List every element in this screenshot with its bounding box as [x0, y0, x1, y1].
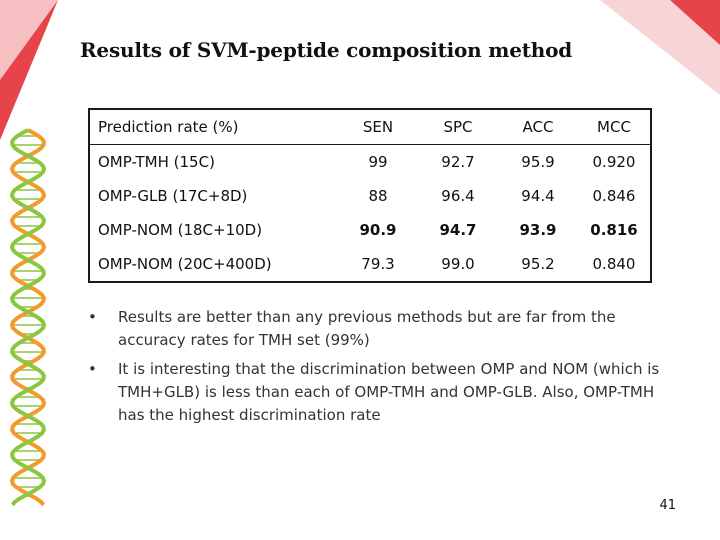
cell-sen: 99	[368, 153, 388, 171]
cell-sen: 90.9	[359, 221, 397, 239]
cell-mcc: 0.920	[592, 153, 636, 171]
cell-acc: 94.4	[521, 187, 555, 205]
bullet-list: • Results are better than any previous m…	[88, 306, 678, 433]
page-number: 41	[659, 498, 676, 513]
bullet-item: • It is interesting that the discriminat…	[88, 358, 678, 427]
header-acc: ACC	[498, 109, 578, 145]
top-left-pink-triangle	[0, 0, 58, 80]
bullet-marker: •	[88, 360, 97, 378]
row-label: OMP-NOM (18C+10D)	[98, 221, 263, 239]
table-row: OMP-NOM (20C+400D) 79.3 99.0 95.2 0.840	[89, 247, 651, 282]
cell-acc: 93.9	[519, 221, 557, 239]
helix-strand	[9, 128, 47, 507]
bullet-item: • Results are better than any previous m…	[88, 306, 678, 352]
cell-spc: 96.4	[441, 187, 475, 205]
cell-acc: 95.9	[521, 153, 555, 171]
table-header-row: Prediction rate (%) SEN SPC ACC MCC	[89, 109, 651, 145]
header-mcc: MCC	[578, 109, 651, 145]
header-prediction-rate: Prediction rate (%)	[89, 109, 338, 145]
header-sen: SEN	[338, 109, 418, 145]
cell-acc: 95.2	[521, 255, 555, 273]
cell-mcc: 0.816	[590, 221, 638, 239]
row-label: OMP-TMH (15C)	[98, 153, 215, 171]
row-label: OMP-NOM (20C+400D)	[98, 255, 272, 273]
cell-mcc: 0.840	[592, 255, 636, 273]
cell-spc: 99.0	[441, 255, 475, 273]
dna-helix-icon	[9, 128, 47, 507]
bullet-text: It is interesting that the discriminatio…	[118, 360, 660, 424]
cell-spc: 92.7	[441, 153, 475, 171]
cell-sen: 79.3	[361, 255, 395, 273]
top-right-pink-triangle	[600, 0, 720, 95]
cell-spc: 94.7	[439, 221, 477, 239]
results-table: Prediction rate (%) SEN SPC ACC MCC OMP-…	[88, 108, 652, 283]
table-row: OMP-GLB (17C+8D) 88 96.4 94.4 0.846	[89, 179, 651, 213]
table-row: OMP-TMH (15C) 99 92.7 95.9 0.920	[89, 145, 651, 180]
header-spc: SPC	[418, 109, 498, 145]
top-right-red-triangle	[670, 0, 720, 45]
cell-sen: 88	[368, 187, 388, 205]
bullet-marker: •	[88, 308, 97, 326]
slide-title: Results of SVM-peptide composition metho…	[80, 38, 573, 62]
cell-mcc: 0.846	[592, 187, 636, 205]
table-row: OMP-NOM (18C+10D) 90.9 94.7 93.9 0.816	[89, 213, 651, 247]
bullet-text: Results are better than any previous met…	[118, 308, 616, 349]
row-label: OMP-GLB (17C+8D)	[98, 187, 248, 205]
